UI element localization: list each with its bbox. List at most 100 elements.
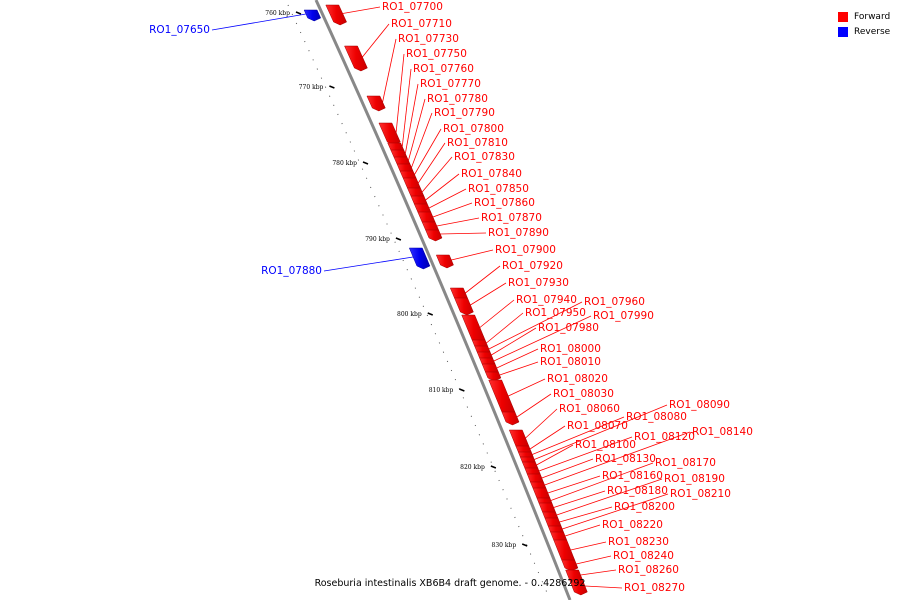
leader-line <box>580 569 617 576</box>
gene-label-ro1-08090[interactable]: RO1_08090 <box>669 399 730 411</box>
leader-line <box>564 524 601 537</box>
gene-arrow-ro1-07930[interactable] <box>454 297 474 316</box>
gene-label-ro1-07930[interactable]: RO1_07930 <box>508 277 569 289</box>
gene-label-ro1-07990[interactable]: RO1_07990 <box>593 310 654 322</box>
gene-label-ro1-08270[interactable]: RO1_08270 <box>624 582 685 594</box>
leader-line <box>584 585 623 589</box>
gene-label-ro1-07830[interactable]: RO1_07830 <box>454 151 515 163</box>
leader-line <box>470 282 507 306</box>
gene-label-ro1-07780[interactable]: RO1_07780 <box>427 93 488 105</box>
leader-line <box>411 112 433 168</box>
leader-line <box>532 416 625 455</box>
genome-backbone <box>314 0 572 600</box>
axis-guide-line <box>287 4 549 596</box>
axis-tick-mark <box>521 543 528 547</box>
gene-label-ro1-08140[interactable]: RO1_08140 <box>692 426 753 438</box>
leader-line <box>414 128 442 175</box>
gene-arrow-ro1-08010[interactable] <box>485 371 502 382</box>
gene-features <box>303 4 588 596</box>
gene-label-ro1-07810[interactable]: RO1_07810 <box>447 137 508 149</box>
legend-item-forward: Forward <box>838 9 890 24</box>
gene-label-ro1-08180[interactable]: RO1_08180 <box>607 485 668 497</box>
gene-label-ro1-07710[interactable]: RO1_07710 <box>391 18 452 30</box>
gene-arrow-ro1-07700[interactable] <box>325 4 347 26</box>
axis-tick-label: 770 kbp <box>299 84 324 91</box>
gene-label-ro1-07960[interactable]: RO1_07960 <box>584 296 645 308</box>
gene-label-ro1-08200[interactable]: RO1_08200 <box>614 501 675 513</box>
gene-arrow-ro1-07900[interactable] <box>435 254 454 269</box>
gene-arrow-ro1-07710[interactable] <box>344 45 368 72</box>
gene-label-ro1-08010[interactable]: RO1_08010 <box>540 356 601 368</box>
gene-label-ro1-08020[interactable]: RO1_08020 <box>547 373 608 385</box>
gene-label-ro1-07770[interactable]: RO1_07770 <box>420 78 481 90</box>
gene-label-ro1-08080[interactable]: RO1_08080 <box>626 411 687 423</box>
gene-arrow-ro1-07730[interactable] <box>366 95 386 112</box>
leader-line <box>553 490 606 508</box>
axis-tick-label: 790 kbp <box>365 236 390 243</box>
leader-line <box>408 98 426 161</box>
leader-line <box>382 38 397 103</box>
gene-label-ro1-07890[interactable]: RO1_07890 <box>488 227 549 239</box>
gene-label-ro1-08190[interactable]: RO1_08190 <box>664 473 725 485</box>
gene-label-ro1-07940[interactable]: RO1_07940 <box>516 294 577 306</box>
gene-label-ro1-08000[interactable]: RO1_08000 <box>540 343 601 355</box>
gene-label-ro1-08120[interactable]: RO1_08120 <box>634 431 695 443</box>
gene-arrow-ro1-08030[interactable] <box>501 411 520 426</box>
gene-label-ro1-08260[interactable]: RO1_08260 <box>618 564 679 576</box>
gene-label-ro1-07700[interactable]: RO1_07700 <box>382 1 443 13</box>
legend: Forward Reverse <box>838 9 890 39</box>
leader-line <box>538 436 633 472</box>
gene-labels: RO1_07650 RO1_07700 RO1_07710 RO1_07730 RO1_… <box>149 1 753 594</box>
gene-arrow-ro1-08240[interactable] <box>561 559 579 572</box>
gene-label-ro1-08170[interactable]: RO1_08170 <box>655 457 716 469</box>
leader-line <box>432 202 473 218</box>
leader-line <box>541 458 594 479</box>
gene-label-ro1-07860[interactable]: RO1_07860 <box>474 197 535 209</box>
gene-label-ro1-08030[interactable]: RO1_08030 <box>553 388 614 400</box>
gene-label-ro1-07870[interactable]: RO1_07870 <box>481 212 542 224</box>
axis-tick-mark <box>427 312 434 316</box>
gene-arrow-ro1-08230[interactable] <box>553 539 576 564</box>
gene-label-ro1-08230[interactable]: RO1_08230 <box>608 536 669 548</box>
leader-line <box>323 256 414 272</box>
gene-label-ro1-07760[interactable]: RO1_07760 <box>413 63 474 75</box>
leader-line <box>436 217 480 227</box>
gene-label-ro1-07880[interactable]: RO1_07880 <box>261 265 322 277</box>
gene-label-ro1-07840[interactable]: RO1_07840 <box>461 168 522 180</box>
leader-line <box>529 425 566 450</box>
gene-label-ro1-08240[interactable]: RO1_08240 <box>613 550 674 562</box>
gene-label-ro1-08130[interactable]: RO1_08130 <box>595 453 656 465</box>
gene-label-ro1-08160[interactable]: RO1_08160 <box>602 470 663 482</box>
gene-label-ro1-07730[interactable]: RO1_07730 <box>398 33 459 45</box>
gene-arrow-ro1-07650[interactable] <box>303 9 322 22</box>
gene-label-ro1-08060[interactable]: RO1_08060 <box>559 403 620 415</box>
gene-label-ro1-07750[interactable]: RO1_07750 <box>406 48 467 60</box>
leader-line <box>493 315 592 362</box>
axis-tick-mark <box>395 237 402 241</box>
gene-arrow-ro1-07890[interactable] <box>425 229 443 242</box>
axis-tick-mark <box>362 161 369 165</box>
gene-label-ro1-08220[interactable]: RO1_08220 <box>602 519 663 531</box>
legend-swatch-forward <box>838 11 848 22</box>
gene-arrow-ro1-07880[interactable] <box>408 247 431 270</box>
gene-arrow-ro1-08270[interactable] <box>569 579 588 596</box>
leader-line <box>401 68 412 147</box>
leader-line <box>451 249 494 261</box>
gene-label-ro1-08210[interactable]: RO1_08210 <box>670 488 731 500</box>
gene-label-ro1-07950[interactable]: RO1_07950 <box>525 307 586 319</box>
gene-label-ro1-07850[interactable]: RO1_07850 <box>468 183 529 195</box>
gene-label-ro1-07800[interactable]: RO1_07800 <box>443 123 504 135</box>
gene-label-ro1-07920[interactable]: RO1_07920 <box>502 260 563 272</box>
leader-line <box>440 232 487 235</box>
leader-line <box>465 265 501 294</box>
gene-label-ro1-07650[interactable]: RO1_07650 <box>149 24 210 36</box>
label-leader-lines <box>211 6 691 589</box>
gene-label-ro1-08070[interactable]: RO1_08070 <box>567 420 628 432</box>
gene-label-ro1-07980[interactable]: RO1_07980 <box>538 322 599 334</box>
gene-label-ro1-07900[interactable]: RO1_07900 <box>495 244 556 256</box>
gene-label-ro1-07790[interactable]: RO1_07790 <box>434 107 495 119</box>
gene-label-ro1-08100[interactable]: RO1_08100 <box>575 439 636 451</box>
axis-tick-mark <box>295 11 302 15</box>
legend-item-reverse: Reverse <box>838 24 890 39</box>
